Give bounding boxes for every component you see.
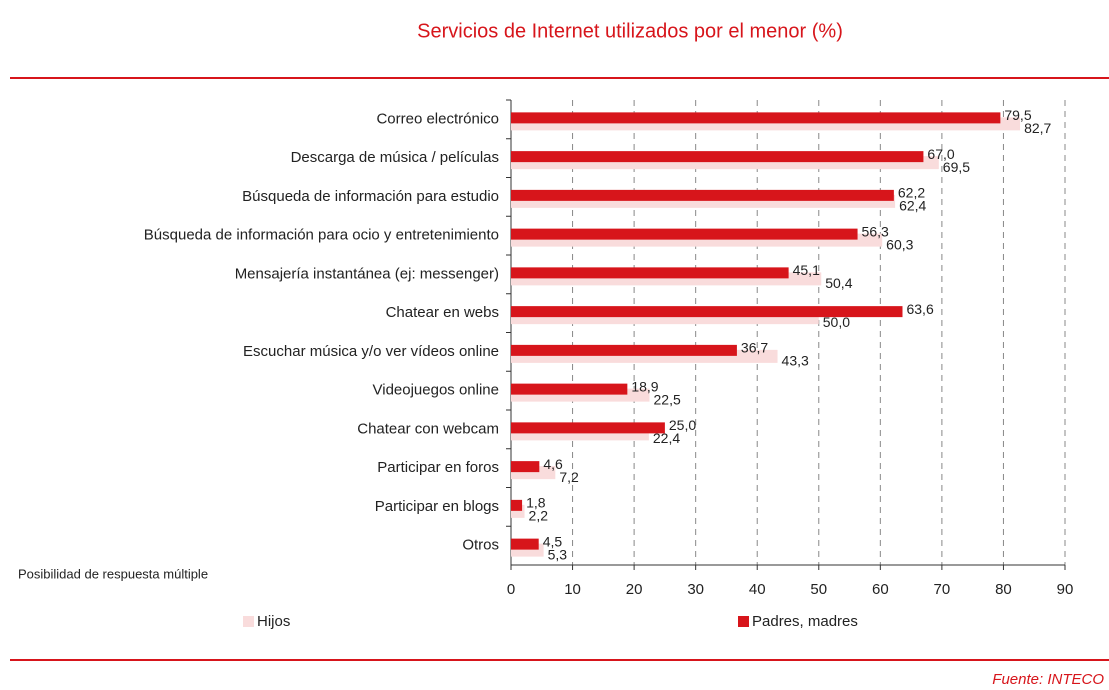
x-tick-label: 70 <box>934 581 951 598</box>
bar <box>511 422 665 434</box>
y-tick-label: Búsqueda de información para ocio y entr… <box>144 227 499 244</box>
chart-title: Servicios de Internet utilizados por el … <box>417 20 843 42</box>
x-tick-label: 80 <box>995 581 1012 598</box>
bar <box>511 383 628 395</box>
data-label: 4,6 <box>543 456 563 472</box>
source: Fuente: INTECO <box>992 671 1104 688</box>
bar <box>511 189 894 201</box>
data-label: 4,5 <box>543 533 563 549</box>
x-tick-label: 40 <box>749 581 766 598</box>
bar <box>511 344 737 356</box>
data-label: 7,2 <box>559 469 579 485</box>
x-tick-label: 60 <box>872 581 889 598</box>
y-tick-label: Chatear con webcam <box>357 420 499 437</box>
y-tick-label: Descarga de música / películas <box>291 149 499 166</box>
data-label: 56,3 <box>862 223 889 239</box>
x-tick-label: 30 <box>687 581 704 598</box>
data-label: 43,3 <box>782 353 809 369</box>
x-tick-label: 20 <box>626 581 643 598</box>
y-tick-label: Chatear en webs <box>386 304 499 321</box>
legend-swatch <box>243 616 254 627</box>
bar <box>511 306 903 318</box>
y-tick-label: Correo electrónico <box>376 110 499 127</box>
data-label: 67,0 <box>927 146 954 162</box>
data-label: 62,2 <box>898 185 925 201</box>
bar <box>511 499 523 511</box>
y-tick-label: Búsqueda de información para estudio <box>242 188 499 205</box>
data-label: 22,4 <box>653 430 680 446</box>
data-label: 63,6 <box>906 301 933 317</box>
data-label: 62,4 <box>899 198 926 214</box>
data-label: 22,5 <box>654 391 681 407</box>
data-label: 69,5 <box>943 159 970 175</box>
y-tick-label: Mensajería instantánea (ej: messenger) <box>235 265 499 282</box>
x-tick-label: 0 <box>507 581 515 598</box>
data-label: 50,0 <box>823 314 850 330</box>
note: Posibilidad de respuesta múltiple <box>18 566 208 581</box>
legend-label: Padres, madres <box>752 613 858 630</box>
data-label: 79,5 <box>1004 107 1031 123</box>
data-label: 25,0 <box>669 417 696 433</box>
data-label: 60,3 <box>886 236 913 252</box>
bar <box>511 151 924 163</box>
x-tick-label: 50 <box>810 581 827 598</box>
data-label: 1,8 <box>526 495 546 511</box>
y-tick-label: Participar en blogs <box>375 498 499 515</box>
y-tick-label: Escuchar música y/o ver vídeos online <box>243 343 499 360</box>
data-label: 36,7 <box>741 340 768 356</box>
data-label: 50,4 <box>825 275 852 291</box>
data-label: 18,9 <box>631 378 658 394</box>
bar <box>511 538 539 550</box>
data-label: 5,3 <box>548 546 568 562</box>
legend-swatch <box>738 616 749 627</box>
y-tick-label: Otros <box>462 537 499 554</box>
data-label: 82,7 <box>1024 120 1051 136</box>
y-tick-label: Participar en foros <box>377 459 499 476</box>
y-tick-label: Videojuegos online <box>373 382 500 399</box>
x-tick-label: 10 <box>564 581 581 598</box>
data-label: 2,2 <box>529 508 549 524</box>
bar <box>511 112 1001 124</box>
bar <box>511 228 858 240</box>
legend-label: Hijos <box>257 613 290 630</box>
bar <box>511 461 540 473</box>
bar <box>511 267 789 279</box>
x-tick-label: 90 <box>1057 581 1074 598</box>
data-label: 45,1 <box>793 262 820 278</box>
